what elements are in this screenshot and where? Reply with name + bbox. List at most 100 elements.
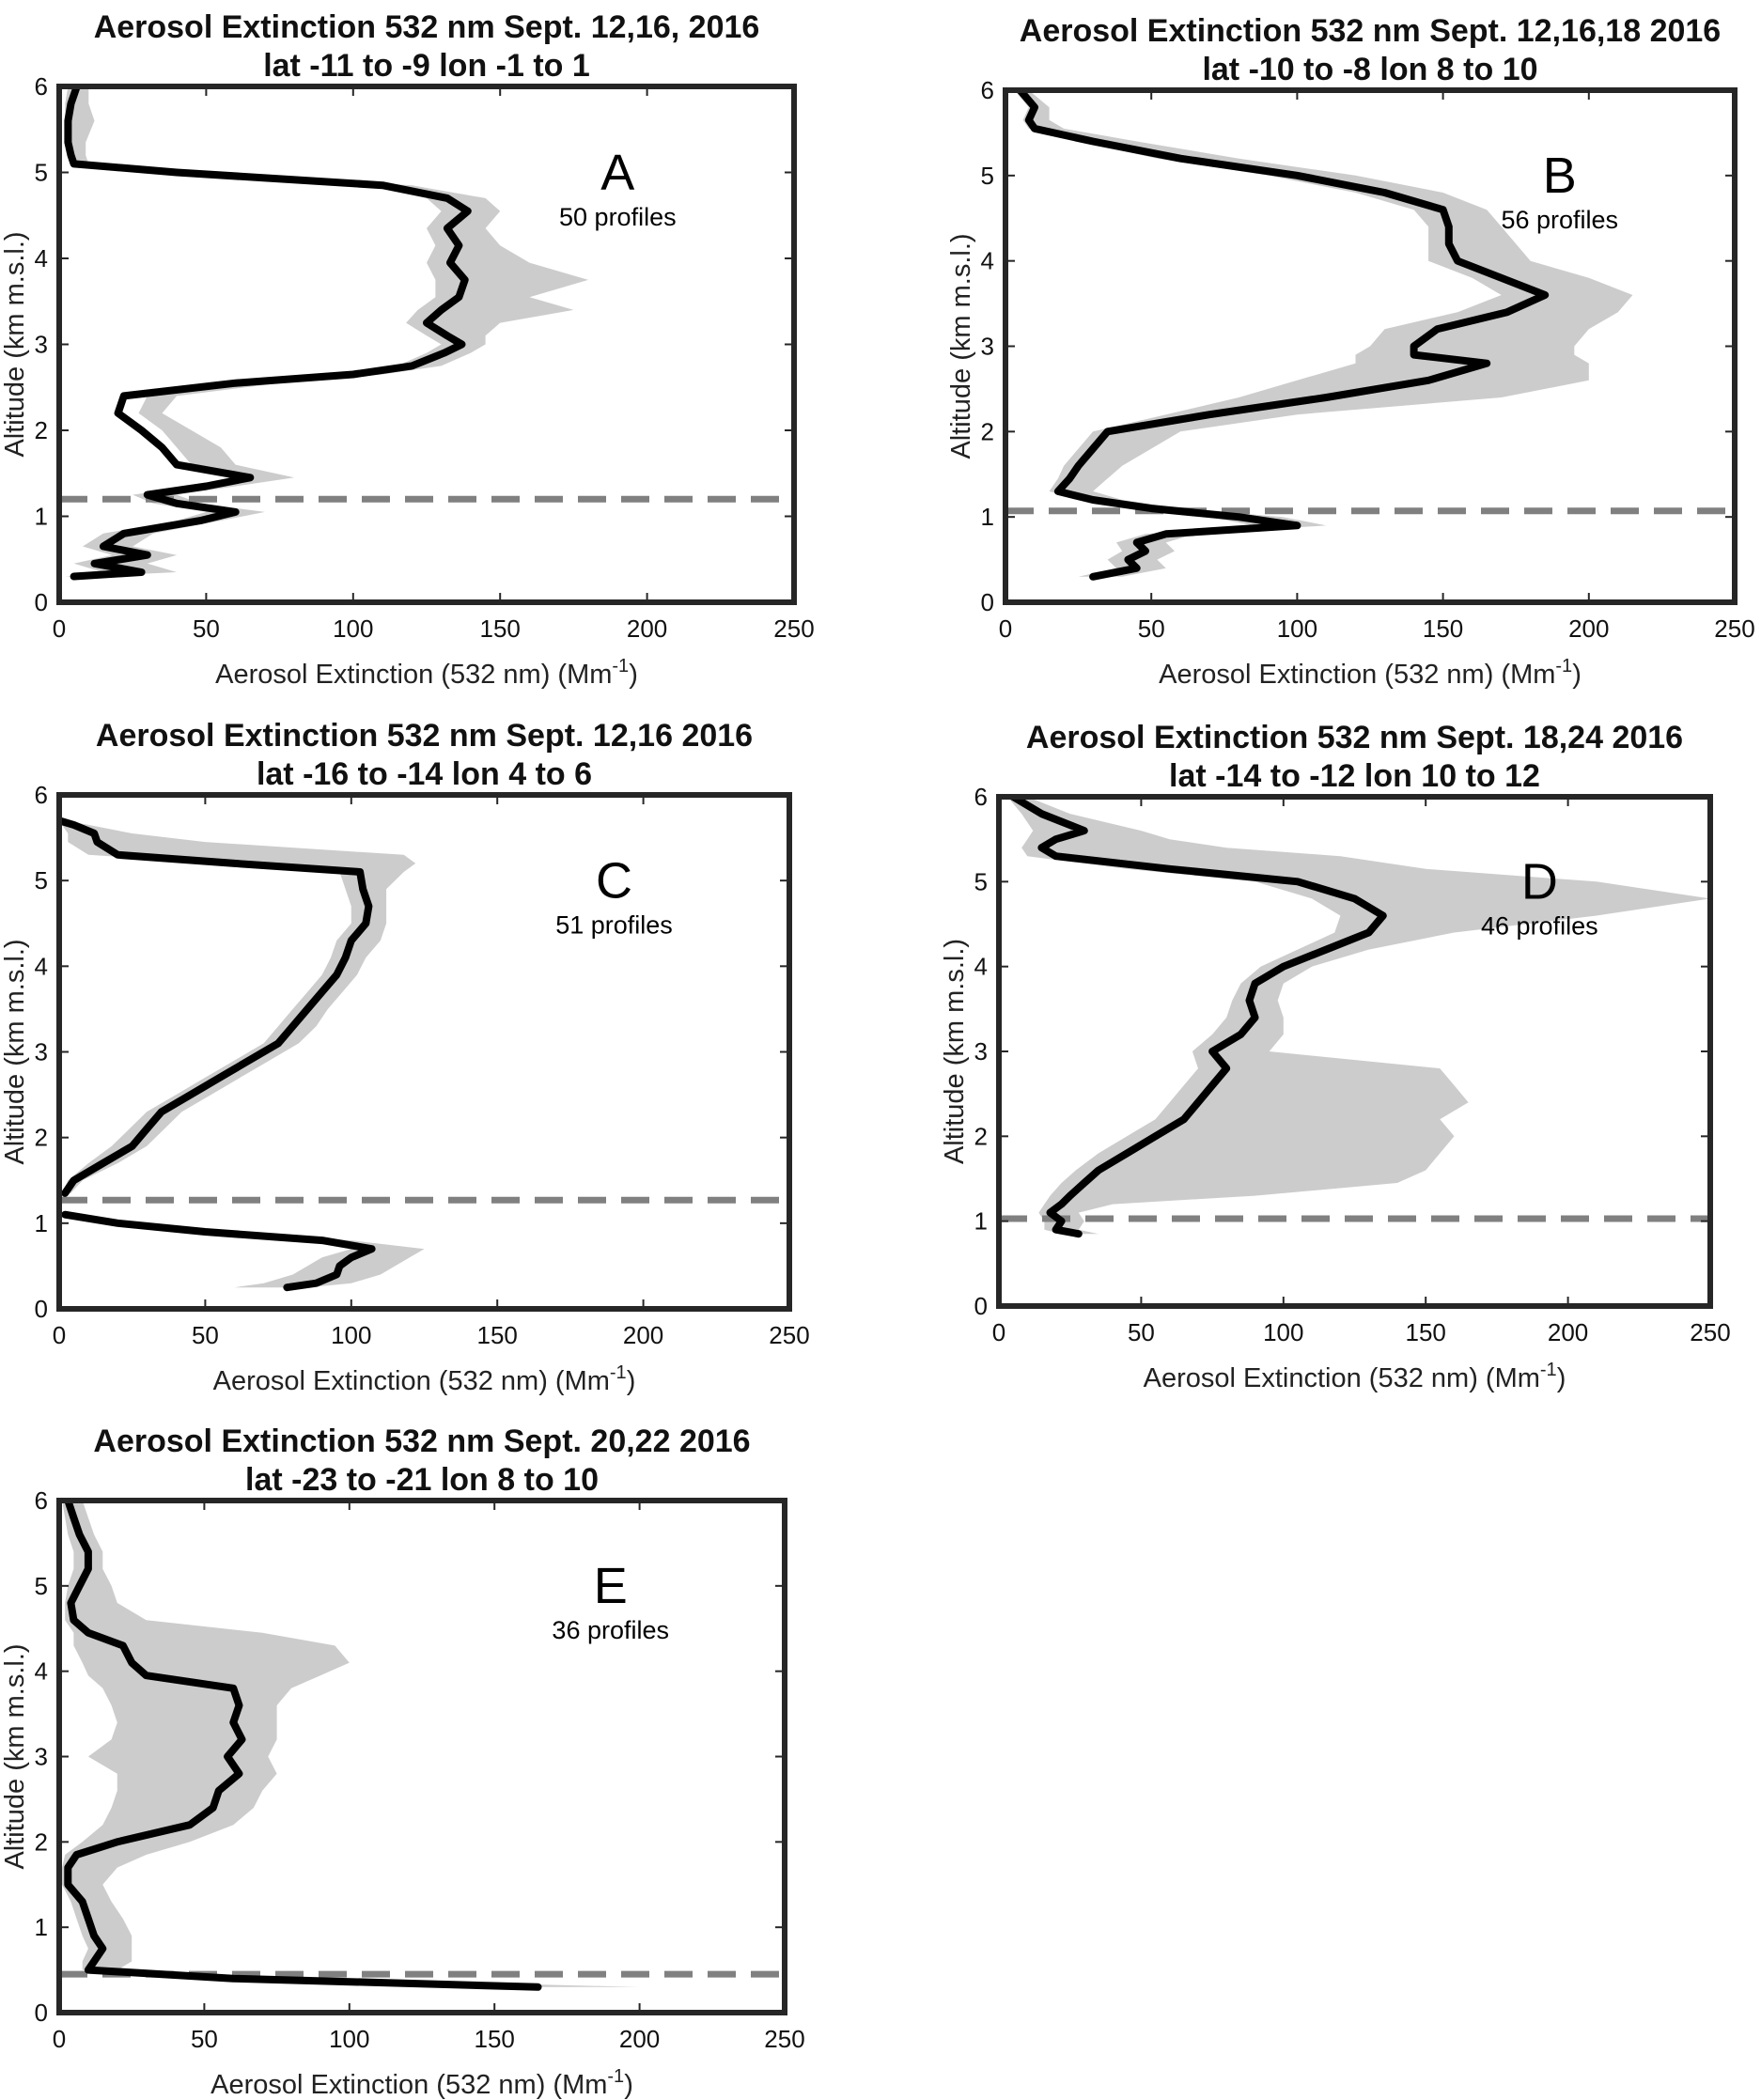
panel-letter: E [594,1558,628,1614]
panel-title: Aerosol Extinction 532 nm Sept. 12,16, 2… [94,9,760,45]
panel-subtitle: lat -11 to -9 lon -1 to 1 [263,48,590,84]
panel-title: Aerosol Extinction 532 nm Sept. 12,16,18… [1020,13,1721,49]
mean-profile-line [1016,90,1550,581]
y-tick-label: 2 [974,1122,988,1150]
x-axis-label-text: Aerosol Extinction (532 nm) (Mm [215,660,612,690]
y-tick-label: 6 [35,72,48,101]
x-axis-label-close: ) [624,2070,633,2100]
x-axis-label: Aerosol Extinction (532 nm) (Mm-1) [213,1362,636,1396]
x-tick-label: 100 [1277,614,1317,643]
variability-band [59,820,416,1193]
mean-profile-line [64,86,472,581]
panel-title: Aerosol Extinction 532 nm Sept. 18,24 20… [1026,720,1683,755]
x-tick-label: 200 [1548,1318,1588,1346]
x-axis-label: Aerosol Extinction (532 nm) (Mm-1) [210,2066,633,2100]
y-tick-label: 2 [35,1828,48,1856]
y-tick-label: 2 [35,1124,48,1152]
x-tick-label: 0 [992,1318,1005,1346]
x-tick-label: 200 [623,1321,663,1349]
mean-profile-line [64,1501,542,1991]
y-tick-label: 2 [981,417,994,445]
x-axis-label-superscript: -1 [607,2066,624,2087]
profile-count-annotation: 50 profiles [559,203,677,231]
x-tick-label: 250 [1714,614,1754,643]
y-tick-label: 4 [35,1657,48,1686]
y-tick-label: 1 [974,1207,988,1236]
y-tick-label: 1 [981,503,994,531]
x-axis-label-superscript: -1 [610,1362,627,1383]
y-tick-label: 1 [35,503,48,531]
x-tick-label: 50 [1138,614,1165,643]
y-tick-label: 0 [35,1295,48,1323]
panel-subtitle: lat -23 to -21 lon 8 to 10 [245,1462,599,1498]
x-tick-label: 250 [769,1321,809,1349]
y-tick-label: 5 [981,162,994,190]
panel-c: Aerosol Extinction 532 nm Sept. 12,16 20… [0,718,810,1396]
y-axis-label: Altitude (km m.s.l.) [946,233,976,459]
y-tick-label: 5 [35,866,48,894]
y-tick-label: 3 [35,331,48,359]
y-axis-label: Altitude (km m.s.l.) [0,231,30,457]
y-tick-label: 1 [35,1913,48,1941]
y-tick-label: 0 [981,588,994,616]
y-tick-label: 6 [981,76,994,104]
y-tick-label: 0 [35,1999,48,2027]
x-axis-label-close: ) [629,660,638,690]
y-axis-label: Altitude (km m.s.l.) [0,1643,30,1869]
x-tick-label: 0 [999,614,1012,643]
y-tick-label: 6 [35,1486,48,1515]
panel-letter: B [1543,148,1577,204]
panel-b: Aerosol Extinction 532 nm Sept. 12,16,18… [946,13,1755,690]
x-tick-label: 200 [1568,614,1609,643]
profile-count-annotation: 51 profiles [555,911,673,940]
panel-title: Aerosol Extinction 532 nm Sept. 20,22 20… [93,1423,750,1459]
x-tick-label: 100 [1263,1318,1303,1346]
y-tick-label: 6 [35,781,48,809]
y-tick-label: 3 [35,1038,48,1066]
x-tick-label: 100 [329,2025,369,2053]
x-tick-label: 150 [475,2025,515,2053]
x-tick-label: 150 [1406,1318,1446,1346]
x-tick-label: 50 [1128,1318,1155,1346]
y-tick-label: 3 [974,1037,988,1066]
x-tick-label: 50 [192,1321,219,1349]
x-tick-label: 0 [53,2025,66,2053]
y-tick-label: 4 [974,953,988,981]
y-axis-label: Altitude (km m.s.l.) [0,939,30,1164]
y-tick-label: 6 [974,783,988,811]
y-tick-label: 1 [35,1209,48,1237]
y-tick-label: 4 [981,247,994,275]
x-tick-label: 250 [773,614,814,643]
y-tick-label: 5 [35,1572,48,1600]
x-tick-label: 100 [331,1321,371,1349]
panel-a: Aerosol Extinction 532 nm Sept. 12,16, 2… [0,9,815,690]
x-tick-label: 50 [193,614,220,643]
y-tick-label: 0 [35,588,48,616]
panel-subtitle: lat -14 to -12 lon 10 to 12 [1169,758,1540,794]
y-tick-label: 4 [35,952,48,980]
x-axis-label: Aerosol Extinction (532 nm) (Mm-1) [1159,656,1582,690]
x-tick-label: 250 [764,2025,804,2053]
panel-title: Aerosol Extinction 532 nm Sept. 12,16 20… [96,718,753,754]
y-axis-label: Altitude (km m.s.l.) [940,939,970,1164]
y-tick-label: 2 [35,416,48,444]
x-axis-label-text: Aerosol Extinction (532 nm) (Mm [210,2070,607,2100]
x-axis-label: Aerosol Extinction (532 nm) (Mm-1) [215,656,638,690]
x-tick-label: 50 [191,2025,218,2053]
y-tick-label: 5 [35,159,48,187]
variability-band [62,1214,425,1288]
panel-d: Aerosol Extinction 532 nm Sept. 18,24 20… [940,720,1731,1393]
x-axis-label-text: Aerosol Extinction (532 nm) (Mm [1144,1363,1540,1393]
profile-count-annotation: 56 profiles [1501,206,1618,234]
mean-profile-line [61,1210,376,1292]
x-axis-label-superscript: -1 [612,656,629,677]
y-tick-label: 3 [981,333,994,361]
x-tick-label: 150 [477,1321,518,1349]
y-tick-label: 3 [35,1743,48,1771]
x-axis-label-superscript: -1 [1540,1360,1557,1380]
variability-band [1007,797,1710,1235]
variability-band [65,86,589,577]
x-tick-label: 0 [53,614,66,643]
panel-letter: C [596,852,632,909]
x-tick-label: 100 [333,614,373,643]
